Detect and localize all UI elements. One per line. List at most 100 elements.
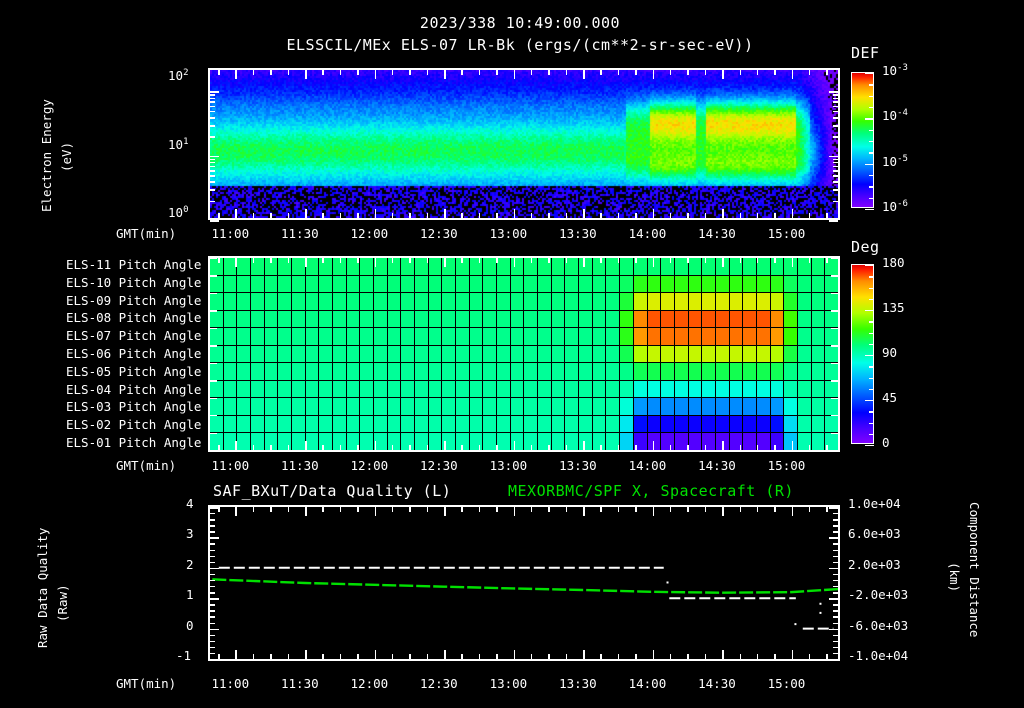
- pitch-angle-cell: [770, 328, 785, 345]
- pitch-angle-cell: [210, 328, 224, 345]
- axis-tick: [322, 258, 324, 263]
- axis-tick: [210, 189, 215, 191]
- pitch-angle-cell: [387, 345, 402, 363]
- pitch-angle-cell: [278, 415, 293, 433]
- pitch-angle-cell: [333, 415, 347, 433]
- axis-tick: [583, 445, 585, 450]
- pitch-angle-cell: [387, 328, 402, 345]
- axis-tick: [864, 445, 874, 447]
- axis-tick: [210, 598, 219, 600]
- panel3-xtick-label: 15:00: [767, 676, 806, 691]
- axis-tick: [565, 507, 568, 512]
- axis-tick: [374, 507, 376, 512]
- pitch-angle-row: [210, 328, 838, 346]
- pitch-angle-cell: [784, 398, 798, 415]
- axis-tick: [339, 445, 342, 450]
- axis-tick: [652, 70, 654, 75]
- data-quality-plot-area[interactable]: [208, 505, 840, 661]
- pitch-angle-cell: [346, 328, 361, 345]
- axis-tick: [791, 654, 794, 659]
- pitch-angle-cell: [510, 415, 525, 433]
- pitch-angle-cell: [346, 380, 361, 398]
- axis-tick: [235, 213, 237, 218]
- pitch-angle-cell: [756, 398, 771, 415]
- def-colorbar-tick-label: 10-4: [882, 108, 908, 124]
- axis-tick: [868, 84, 874, 86]
- axis-tick: [252, 213, 255, 218]
- axis-tick: [210, 116, 215, 119]
- pitch-angle-cell: [524, 345, 539, 363]
- panel1-xtick-label: 13:00: [489, 226, 528, 241]
- pitch-angle-cell: [346, 415, 361, 433]
- pitch-angle-cell: [442, 275, 457, 293]
- axis-tick: [826, 258, 828, 263]
- axis-tick: [868, 152, 874, 154]
- spectrogram-plot-area[interactable]: [208, 68, 840, 222]
- pitch-angle-row-label: ELS-03 Pitch Angle: [66, 399, 202, 415]
- pitch-angle-cell: [633, 415, 648, 433]
- pitch-angle-cell: [223, 328, 238, 345]
- axis-tick: [305, 654, 307, 659]
- axis-tick: [739, 654, 741, 659]
- pitch-angle-cell: [524, 258, 539, 275]
- pitch-angle-cell: [346, 293, 361, 310]
- axis-tick: [210, 561, 215, 564]
- pitch-angle-cell: [346, 275, 361, 293]
- pitch-angle-cell: [620, 310, 634, 328]
- pitch-angle-cell: [333, 293, 347, 310]
- axis-tick: [829, 659, 838, 661]
- pitch-angle-cell: [305, 293, 320, 310]
- pitch-angle-cell: [784, 380, 798, 398]
- pitch-angle-cell: [442, 398, 457, 415]
- pitch-angle-cell: [469, 433, 484, 451]
- axis-tick: [687, 70, 689, 75]
- pitch-angle-cell: [333, 345, 347, 363]
- axis-tick: [444, 70, 446, 75]
- pitch-angle-cell: [592, 345, 607, 363]
- pitch-angle-cell: [825, 380, 838, 398]
- pitch-angle-cell: [305, 328, 320, 345]
- pitch-angle-cell: [661, 398, 675, 415]
- axis-tick: [864, 209, 874, 211]
- axis-tick: [391, 70, 394, 75]
- pitch-angle-cell: [510, 275, 525, 293]
- axis-tick: [548, 70, 550, 75]
- pitch-angle-cell: [456, 398, 470, 415]
- panel2-xtick-label: 12:30: [420, 458, 458, 473]
- axis-tick: [461, 445, 463, 450]
- pitch-angle-row: [210, 398, 838, 416]
- axis-tick: [868, 411, 874, 413]
- pitch-angle-cell: [510, 293, 525, 310]
- axis-tick: [322, 213, 324, 218]
- pitch-angle-cell: [469, 345, 484, 363]
- axis-tick: [478, 507, 481, 512]
- axis-tick: [374, 213, 376, 218]
- pitch-angle-cell: [784, 310, 798, 328]
- panel1-ytick-2: 102: [168, 68, 189, 84]
- pitch-angle-cell: [264, 345, 279, 363]
- pitch-angle-cell: [825, 363, 838, 380]
- pitch-angle-cell: [538, 328, 552, 345]
- pitch-angle-cell: [264, 398, 279, 415]
- axis-tick: [210, 310, 217, 312]
- pitch-angle-cell: [305, 258, 320, 275]
- axis-tick: [322, 445, 324, 450]
- axis-tick: [809, 445, 811, 450]
- axis-tick: [322, 654, 324, 659]
- pitch-angle-cell: [374, 328, 388, 345]
- axis-tick: [270, 213, 272, 218]
- pitch-angle-cell: [360, 275, 375, 293]
- axis-tick: [687, 213, 689, 218]
- panel3-ytick-left: 0: [186, 617, 194, 633]
- axis-tick: [513, 70, 515, 75]
- pitch-angle-plot-area[interactable]: [208, 256, 840, 452]
- axis-tick: [235, 654, 237, 659]
- axis-tick: [210, 652, 215, 655]
- pitch-angle-cell: [360, 293, 375, 310]
- axis-tick: [322, 70, 324, 75]
- pitch-angle-cell: [538, 345, 552, 363]
- axis-tick: [868, 388, 874, 391]
- pitch-angle-cell: [620, 398, 634, 415]
- pitch-angle-cell: [442, 345, 457, 363]
- pitch-angle-cell: [319, 345, 334, 363]
